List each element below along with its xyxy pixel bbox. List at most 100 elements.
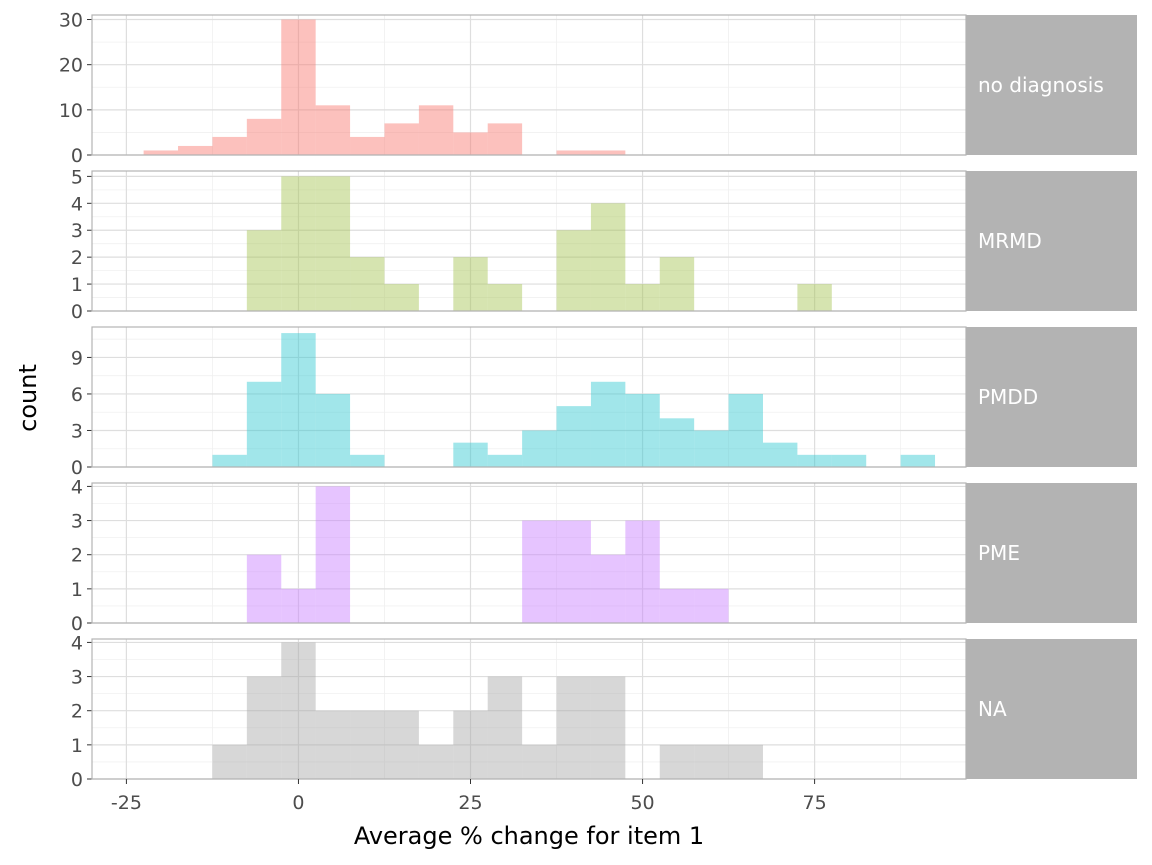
histogram-bar — [487, 123, 523, 155]
histogram-bar — [728, 393, 763, 467]
y-tick-label: 4 — [71, 632, 83, 654]
histogram-bar — [315, 710, 351, 779]
histogram-bar — [487, 676, 523, 779]
histogram-bar — [831, 454, 867, 467]
histogram-bar — [315, 176, 351, 311]
y-tick-label: 0 — [71, 457, 83, 479]
histogram-bar — [350, 454, 385, 467]
facet-panel-4: 0 1 2 3 4 NA — [71, 632, 1137, 791]
histogram-bar — [246, 230, 282, 311]
histogram-bar — [453, 710, 488, 779]
histogram-bar — [625, 284, 660, 311]
histogram-bar — [281, 333, 316, 467]
y-tick-label: 5 — [71, 166, 83, 188]
panel-background — [92, 15, 966, 155]
histogram-bar — [556, 150, 591, 155]
histogram-bar — [556, 676, 591, 779]
histogram-bar — [590, 554, 626, 623]
histogram-bar — [590, 381, 626, 467]
facet-panel-3: 0 1 2 3 4 PME — [71, 476, 1137, 635]
panel-background — [92, 483, 966, 623]
histogram-bar — [418, 744, 454, 779]
facet-strip-label: NA — [978, 697, 1007, 721]
y-tick-label: 20 — [59, 55, 83, 77]
histogram-bar — [625, 520, 660, 623]
histogram-bar — [659, 744, 695, 779]
histogram-bar — [625, 393, 660, 467]
y-tick-label: 3 — [71, 420, 83, 442]
facet-strip — [966, 483, 1137, 623]
facet-strip-label: no diagnosis — [978, 73, 1104, 97]
histogram-bar — [487, 284, 523, 311]
histogram-bar — [246, 554, 282, 623]
histogram-bar — [281, 588, 316, 623]
facet-strip-label: PME — [978, 541, 1020, 565]
histogram-bar — [556, 406, 591, 467]
histogram-bar — [797, 454, 832, 467]
histogram-bar — [246, 118, 282, 155]
histogram-bar — [350, 136, 385, 155]
histogram-bar — [659, 418, 695, 467]
panel-background — [92, 327, 966, 467]
y-tick-label: 30 — [59, 10, 83, 32]
histogram-bar — [556, 230, 591, 311]
histogram-bar — [694, 588, 729, 623]
x-tick-label: 50 — [630, 792, 654, 814]
histogram-bar — [212, 136, 247, 155]
x-tick-label: 25 — [458, 792, 482, 814]
histogram-bar — [418, 105, 454, 155]
y-tick-label: 0 — [71, 613, 83, 635]
histogram-bar — [522, 520, 557, 623]
x-tick-label: 0 — [292, 792, 304, 814]
histogram-bar — [246, 676, 282, 779]
histogram-bar — [350, 257, 385, 311]
y-tick-label: 4 — [71, 193, 83, 215]
histogram-bar — [797, 284, 832, 311]
histogram-bar — [246, 381, 282, 467]
y-tick-label: 3 — [71, 511, 83, 533]
histogram-bar — [178, 145, 213, 155]
histogram-bar — [315, 393, 351, 467]
facet-panel-2: 0 3 6 9 PMDD — [71, 326, 1137, 479]
facet-strip — [966, 15, 1137, 155]
histogram-bar — [384, 284, 419, 311]
histogram-bar — [315, 486, 351, 623]
histogram-bar — [384, 710, 419, 779]
histogram-bar — [694, 744, 729, 779]
x-axis-title: Average % change for item 1 — [354, 822, 704, 850]
histogram-bar — [900, 454, 936, 467]
histogram-bar — [453, 442, 488, 467]
facet-panel-0: 0 10 20 30 no diagnosis — [59, 10, 1137, 167]
x-tick-label: 75 — [803, 792, 827, 814]
y-tick-label: 9 — [71, 347, 83, 369]
facet-strip-label: MRMD — [978, 229, 1042, 253]
y-tick-label: 2 — [71, 247, 83, 269]
y-tick-label: 1 — [71, 735, 83, 757]
histogram-bar — [487, 454, 523, 467]
facet-strip — [966, 327, 1137, 467]
histogram-bar — [728, 744, 763, 779]
y-tick-label: 3 — [71, 667, 83, 689]
y-tick-label: 0 — [71, 769, 83, 791]
histogram-bar — [590, 150, 626, 155]
histogram-bar — [384, 123, 419, 155]
histogram-bar — [522, 430, 557, 467]
y-tick-label: 3 — [71, 220, 83, 242]
y-tick-label: 2 — [71, 545, 83, 567]
histogram-bar — [590, 203, 626, 311]
histogram-bar — [143, 150, 179, 155]
histogram-bar — [281, 19, 316, 155]
histogram-bar — [659, 588, 695, 623]
y-tick-label: 2 — [71, 701, 83, 723]
histogram-bar — [522, 744, 557, 779]
histogram-bar — [762, 442, 798, 467]
histogram-bar — [212, 744, 247, 779]
y-tick-label: 1 — [71, 579, 83, 601]
y-tick-label: 1 — [71, 274, 83, 296]
panel-background — [92, 639, 966, 779]
histogram-bar — [556, 520, 591, 623]
histogram-bar — [659, 257, 695, 311]
histogram-bar — [590, 676, 626, 779]
facet-strip-label: PMDD — [978, 385, 1038, 409]
